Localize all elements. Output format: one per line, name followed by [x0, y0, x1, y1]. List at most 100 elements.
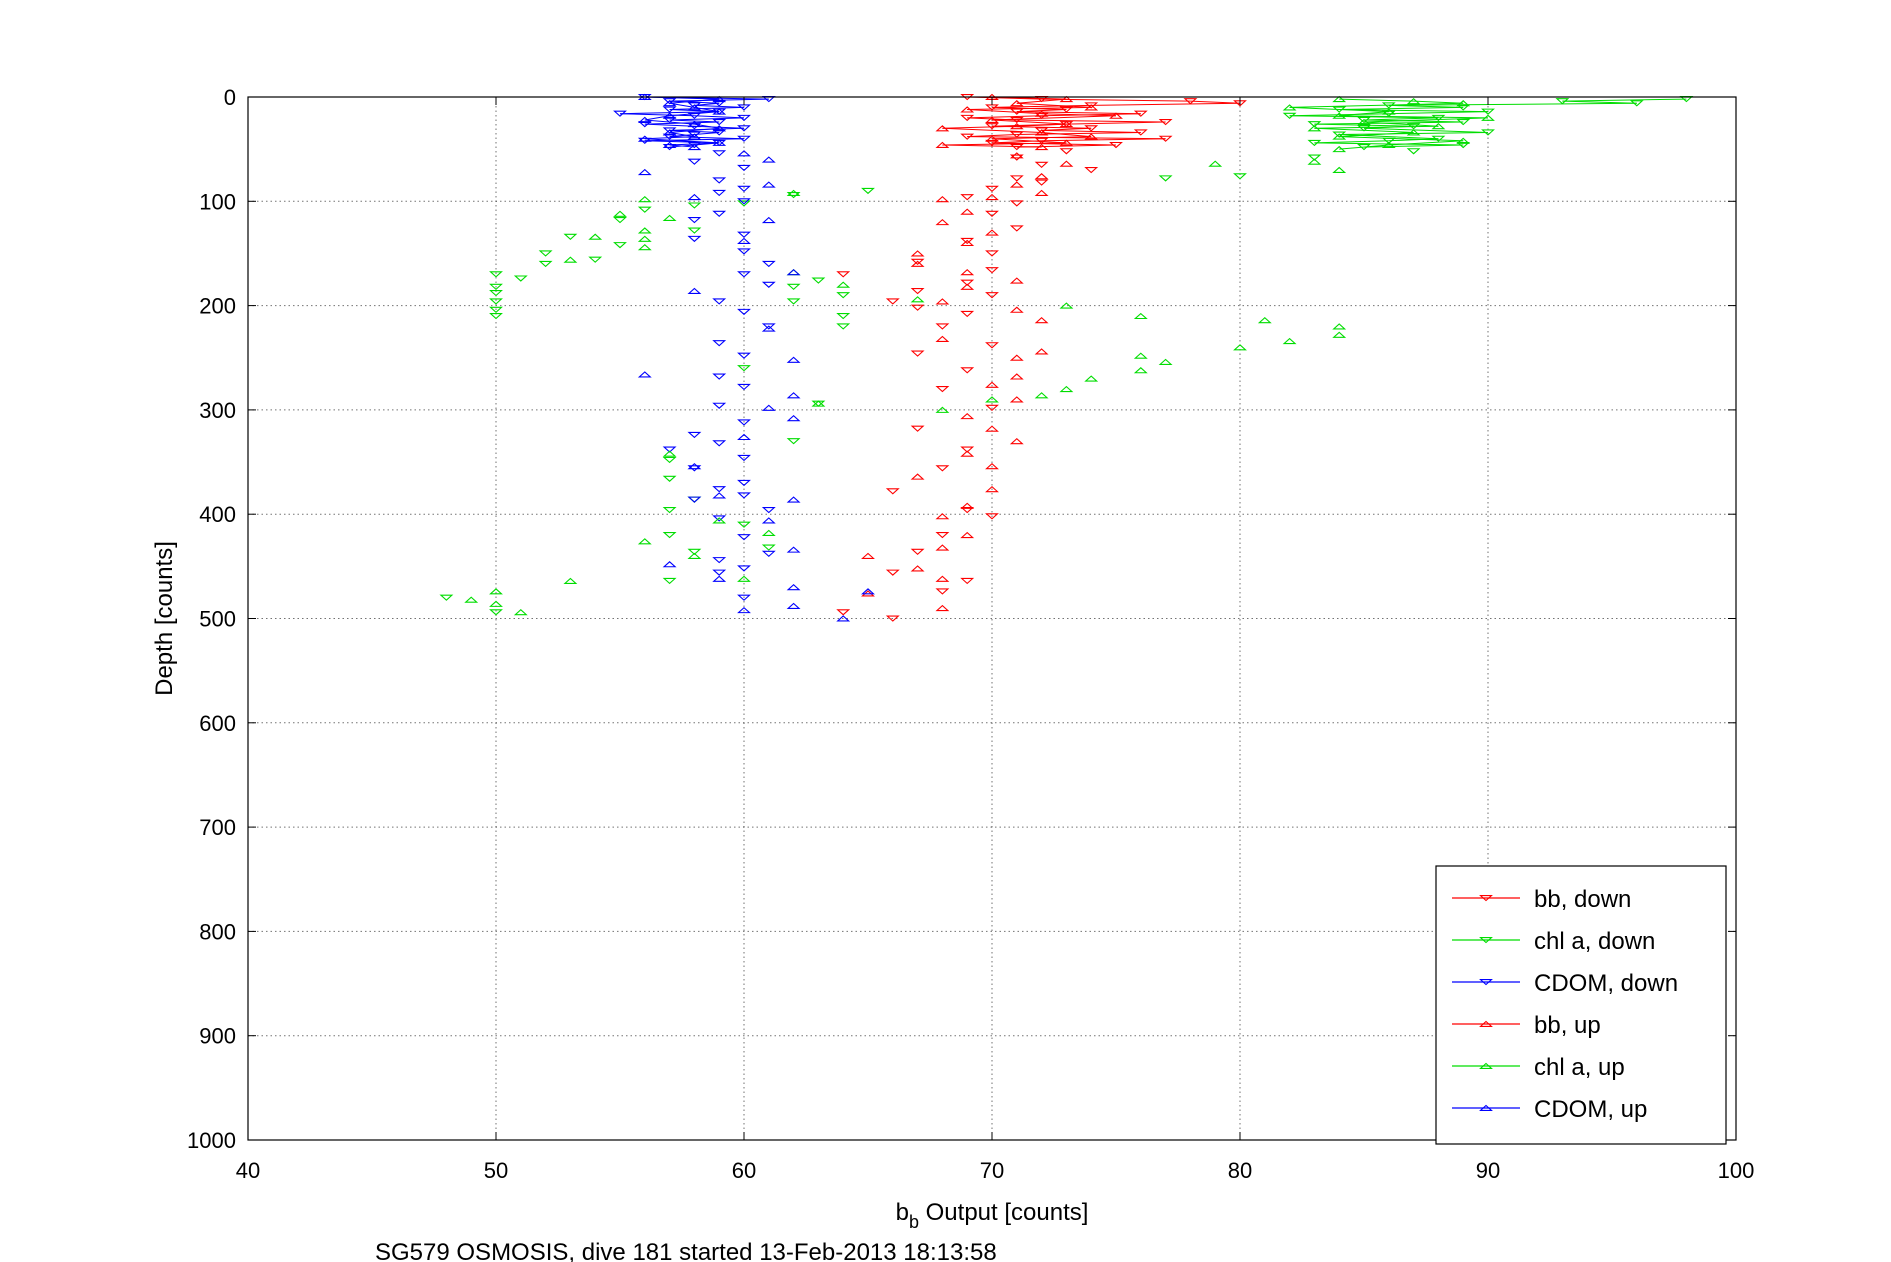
data-point: [761, 281, 776, 288]
data-point: [985, 485, 999, 493]
data-point: [712, 210, 727, 218]
data-point: [1034, 173, 1049, 180]
series-line-segment: [1016, 98, 1067, 104]
data-point: [712, 486, 727, 493]
series-line-segment: [644, 119, 695, 125]
data-point: [737, 150, 751, 157]
data-point: [637, 168, 652, 176]
data-point: [786, 415, 801, 422]
data-point: [737, 575, 751, 582]
y-tick-label: 600: [199, 711, 236, 736]
data-point: [910, 565, 925, 572]
data-point: [786, 298, 801, 305]
series-line-segment: [1289, 115, 1439, 119]
data-point: [563, 577, 578, 584]
data-point: [836, 281, 851, 288]
data-point: [712, 492, 727, 499]
data-point: [1332, 112, 1347, 119]
data-point: [1059, 302, 1074, 309]
data-point: [737, 185, 751, 192]
data-point: [687, 141, 702, 149]
data-point: [1009, 100, 1024, 107]
data-point: [489, 271, 503, 278]
data-point: [712, 569, 727, 576]
data-point: [1009, 437, 1024, 445]
data-point: [1332, 145, 1347, 153]
data-point: [1133, 367, 1148, 374]
data-point: [712, 189, 727, 197]
data-point: [761, 325, 776, 332]
data-point: [960, 531, 975, 539]
data-point: [960, 133, 975, 140]
data-point: [811, 277, 826, 284]
data-point: [761, 181, 776, 188]
data-point: [985, 210, 999, 218]
data-point: [1282, 112, 1297, 119]
series-line-segment: [669, 129, 720, 133]
data-point: [1332, 323, 1347, 330]
series-line-segment: [1041, 127, 1092, 131]
data-point: [687, 235, 702, 243]
x-tick-label: 70: [980, 1158, 1004, 1183]
data-point: [985, 292, 999, 299]
y-tick-label: 1000: [187, 1128, 236, 1153]
data-point: [712, 150, 727, 157]
data-point: [1332, 95, 1347, 103]
data-point: [737, 164, 751, 172]
series-line-segment: [1388, 138, 1439, 142]
data-point: [786, 496, 801, 503]
data-point: [1084, 375, 1099, 382]
data-point: [538, 260, 553, 268]
data-point: [985, 139, 999, 147]
series-line-segment: [1339, 136, 1464, 142]
data-point: [712, 373, 727, 380]
y-tick-label: 500: [199, 607, 236, 632]
legend-label: chl a, down: [1534, 928, 1655, 955]
data-point: [1282, 104, 1297, 111]
data-point: [737, 200, 751, 207]
data-point: [910, 258, 925, 266]
y-tick-label: 100: [199, 189, 236, 214]
data-point: [1059, 148, 1074, 155]
data-point: [1059, 120, 1074, 128]
data-point: [662, 475, 677, 482]
data-point: [662, 112, 677, 119]
legend-marker: [1479, 1062, 1493, 1070]
data-point: [1257, 316, 1272, 324]
data-point: [786, 602, 801, 610]
data-point: [712, 125, 727, 132]
data-point: [637, 195, 652, 203]
data-point: [811, 400, 826, 407]
data-point: [637, 538, 652, 545]
series-line-segment: [694, 125, 745, 129]
series-line-segment: [1066, 121, 1166, 125]
data-point: [1034, 110, 1049, 117]
data-point: [588, 256, 603, 263]
legend-marker: [1479, 978, 1493, 986]
data-point: [1009, 131, 1024, 138]
data-point: [1456, 100, 1471, 107]
data-point: [1332, 166, 1347, 174]
series-line-segment: [1289, 113, 1389, 117]
data-point: [613, 242, 627, 249]
series-line-segment: [942, 142, 1067, 146]
data-point: [985, 250, 999, 257]
x-tick-label: 80: [1228, 1158, 1252, 1183]
series-4: [464, 95, 1495, 616]
data-point: [1059, 139, 1074, 146]
data-point: [737, 114, 751, 122]
data-point: [1009, 396, 1024, 403]
data-point: [935, 604, 950, 612]
series-5: [637, 93, 875, 622]
data-point: [1481, 129, 1495, 136]
y-tick-label: 200: [199, 294, 236, 319]
series-line-segment: [1363, 119, 1464, 123]
data-point: [737, 492, 751, 499]
data-point: [786, 283, 801, 291]
series-line-segment: [1339, 109, 1489, 113]
x-axis-label-main: b: [896, 1199, 909, 1226]
data-point: [960, 502, 975, 509]
data-point: [662, 116, 677, 124]
data-point: [935, 532, 950, 539]
series-line-segment: [991, 136, 1092, 140]
